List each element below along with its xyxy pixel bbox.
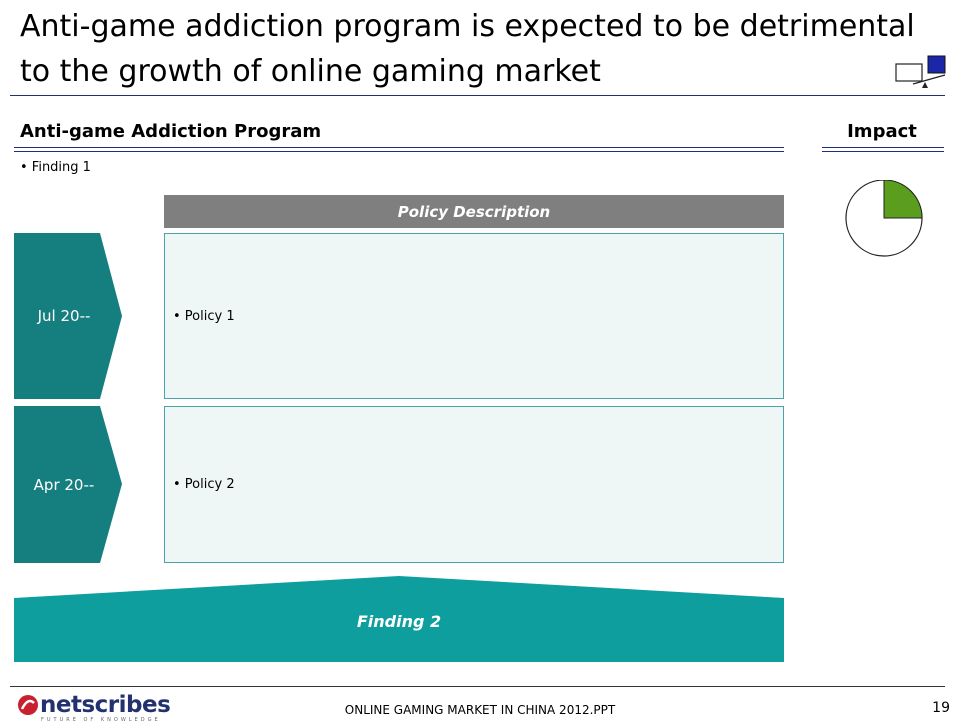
impact-heading-rule — [822, 147, 944, 152]
impact-heading: Impact — [847, 121, 917, 142]
program-heading-rule — [14, 147, 784, 152]
finding-2-banner — [14, 576, 784, 662]
footer-document-name: ONLINE GAMING MARKET IN CHINA 2012.PPT — [344, 703, 616, 717]
netscribes-logo-icon — [18, 695, 38, 715]
policy-box-1: • Policy 1 — [164, 233, 784, 399]
timeline-chevron-1 — [14, 233, 122, 399]
title-divider — [10, 95, 945, 96]
policy-box-2: • Policy 2 — [164, 406, 784, 563]
impact-harvey-ball — [845, 180, 923, 257]
program-heading: Anti-game Addiction Program — [20, 121, 322, 142]
netscribes-logo: netscribes — [40, 692, 171, 718]
title-line-1: Anti-game addiction program is expected … — [20, 9, 915, 44]
slide-navigation-icon — [895, 55, 946, 88]
finding-1: • Finding 1 — [20, 160, 91, 175]
footer-divider — [10, 686, 945, 687]
page-number: 19 — [932, 700, 950, 716]
timeline-date-1: Jul 20-- — [37, 307, 91, 325]
slide-title: Anti-game addiction program is expected … — [20, 4, 940, 94]
policy-2-text: • Policy 2 — [173, 477, 235, 492]
timeline-chevron-2 — [14, 406, 122, 563]
policy-1-text: • Policy 1 — [173, 309, 235, 324]
netscribes-tagline: FUTURE OF KNOWLEDGE — [41, 717, 161, 723]
finding-2: Finding 2 — [356, 612, 442, 631]
timeline-date-2: Apr 20-- — [33, 476, 95, 494]
title-line-2: to the growth of online gaming market — [20, 54, 601, 89]
policy-description-header: Policy Description — [164, 195, 784, 228]
impact-pie-slice — [883, 180, 923, 219]
